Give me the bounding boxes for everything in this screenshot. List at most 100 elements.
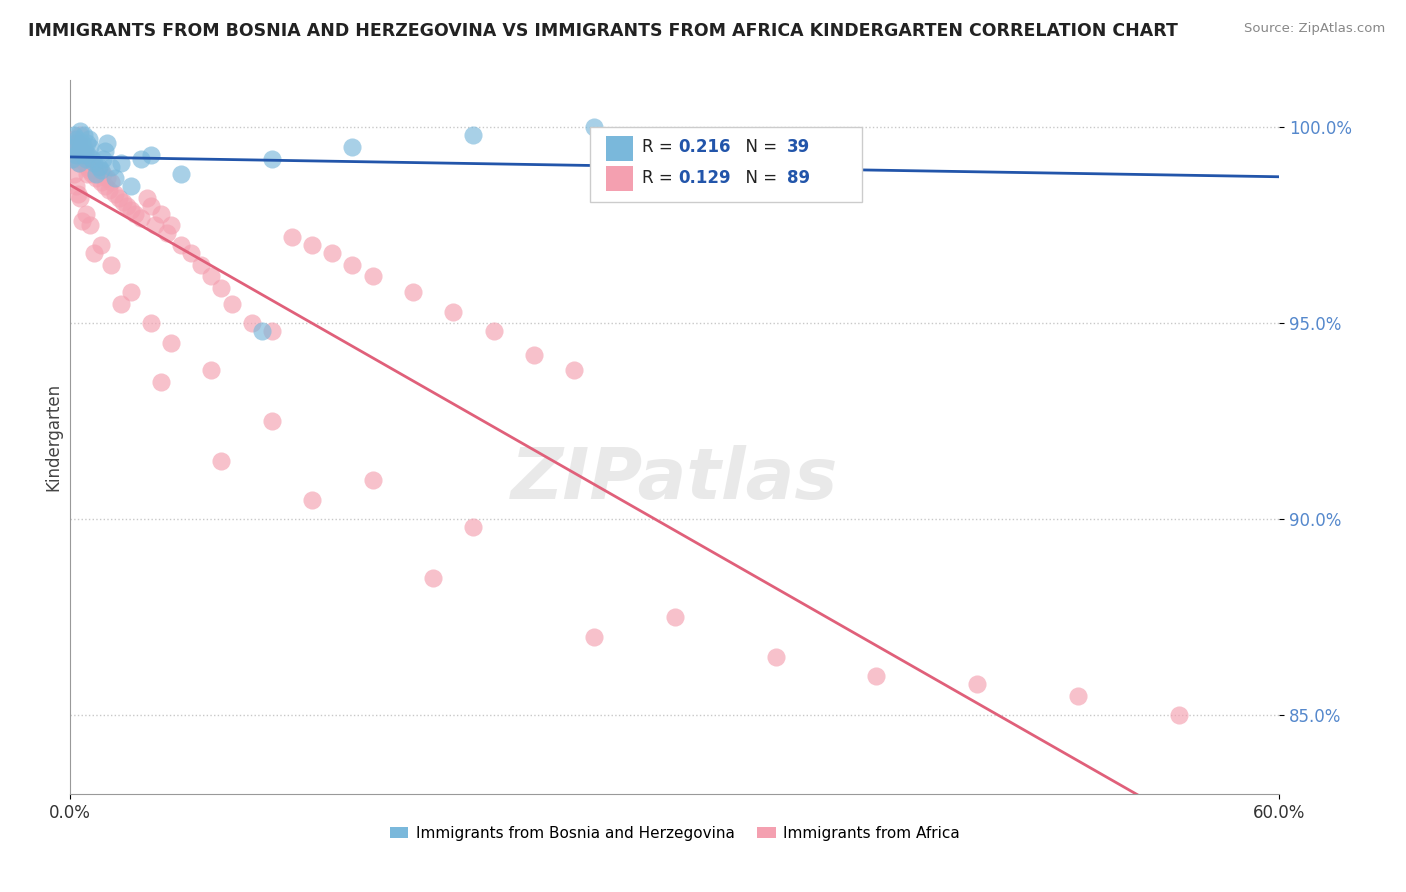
Point <box>82 152 104 166</box>
Point <box>90 238 111 252</box>
Point <box>65 179 87 194</box>
Point <box>190 258 212 272</box>
Point <box>583 120 606 135</box>
Point <box>87 163 110 178</box>
Point <box>301 238 323 252</box>
Point <box>72 214 94 228</box>
Point <box>562 363 585 377</box>
Legend: Immigrants from Bosnia and Herzegovina, Immigrants from Africa: Immigrants from Bosnia and Herzegovina, … <box>384 820 966 847</box>
Point <box>96 171 118 186</box>
Point <box>1067 689 1090 703</box>
Point <box>139 317 162 331</box>
Point <box>72 144 94 158</box>
Point <box>281 230 304 244</box>
Point <box>664 610 686 624</box>
Point <box>361 269 384 284</box>
Point <box>82 167 104 181</box>
Text: Source: ZipAtlas.com: Source: ZipAtlas.com <box>1244 22 1385 36</box>
Point <box>67 136 90 150</box>
Point <box>66 132 89 146</box>
Point <box>107 191 129 205</box>
Point <box>120 179 142 194</box>
Point <box>150 375 173 389</box>
Point <box>67 155 90 169</box>
Point <box>70 140 93 154</box>
Point <box>70 148 93 162</box>
Point <box>250 324 273 338</box>
Point <box>150 206 173 220</box>
Point <box>83 160 105 174</box>
Point <box>90 163 111 178</box>
Point <box>1167 708 1189 723</box>
Text: R =: R = <box>643 138 678 156</box>
Point <box>482 324 505 338</box>
Point <box>63 132 86 146</box>
Point <box>86 167 108 181</box>
Point <box>180 245 202 260</box>
Point <box>69 128 91 143</box>
Point <box>79 140 101 154</box>
Text: 89: 89 <box>787 169 810 187</box>
Point <box>90 175 111 189</box>
FancyBboxPatch shape <box>606 136 633 161</box>
Point <box>83 245 105 260</box>
Point <box>260 324 283 338</box>
Point <box>91 167 114 181</box>
Point <box>441 304 464 318</box>
Point <box>60 152 83 166</box>
Text: R =: R = <box>643 169 678 187</box>
Point <box>63 128 86 143</box>
Point <box>65 136 87 150</box>
Point <box>75 144 97 158</box>
Text: 0.129: 0.129 <box>679 169 731 187</box>
Point <box>87 160 110 174</box>
Point <box>135 191 157 205</box>
Text: 39: 39 <box>787 138 811 156</box>
Point <box>69 124 91 138</box>
Point <box>100 258 122 272</box>
Point <box>65 148 87 162</box>
Point <box>765 649 787 664</box>
Point <box>77 148 100 162</box>
Point <box>342 258 364 272</box>
Point <box>96 136 118 150</box>
Point <box>200 363 222 377</box>
Point <box>200 269 222 284</box>
Point <box>342 140 364 154</box>
Point <box>73 140 96 154</box>
Point <box>402 285 425 299</box>
Point <box>97 183 120 197</box>
Point <box>111 194 134 209</box>
Point <box>115 199 138 213</box>
Point <box>63 167 86 181</box>
Point <box>79 155 101 169</box>
Point <box>170 167 193 181</box>
FancyBboxPatch shape <box>606 166 633 191</box>
Point <box>170 238 193 252</box>
Point <box>104 186 127 201</box>
Point <box>321 245 343 260</box>
Point <box>120 285 142 299</box>
Point <box>260 414 283 428</box>
Text: IMMIGRANTS FROM BOSNIA AND HERZEGOVINA VS IMMIGRANTS FROM AFRICA KINDERGARTEN CO: IMMIGRANTS FROM BOSNIA AND HERZEGOVINA V… <box>28 22 1178 40</box>
Point <box>361 473 384 487</box>
Point <box>301 492 323 507</box>
Point <box>139 199 162 213</box>
Point <box>67 186 90 201</box>
Point <box>124 206 146 220</box>
Point <box>79 219 101 233</box>
Text: N =: N = <box>735 138 783 156</box>
Point <box>865 669 887 683</box>
Point <box>75 155 97 169</box>
Point <box>79 163 101 178</box>
Point <box>73 128 96 143</box>
Point <box>65 152 87 166</box>
Point <box>76 136 98 150</box>
Point <box>67 155 90 169</box>
Point <box>110 297 132 311</box>
Point <box>463 128 485 143</box>
Point <box>65 140 87 154</box>
Point <box>69 191 91 205</box>
Point <box>160 219 183 233</box>
Point <box>260 152 283 166</box>
